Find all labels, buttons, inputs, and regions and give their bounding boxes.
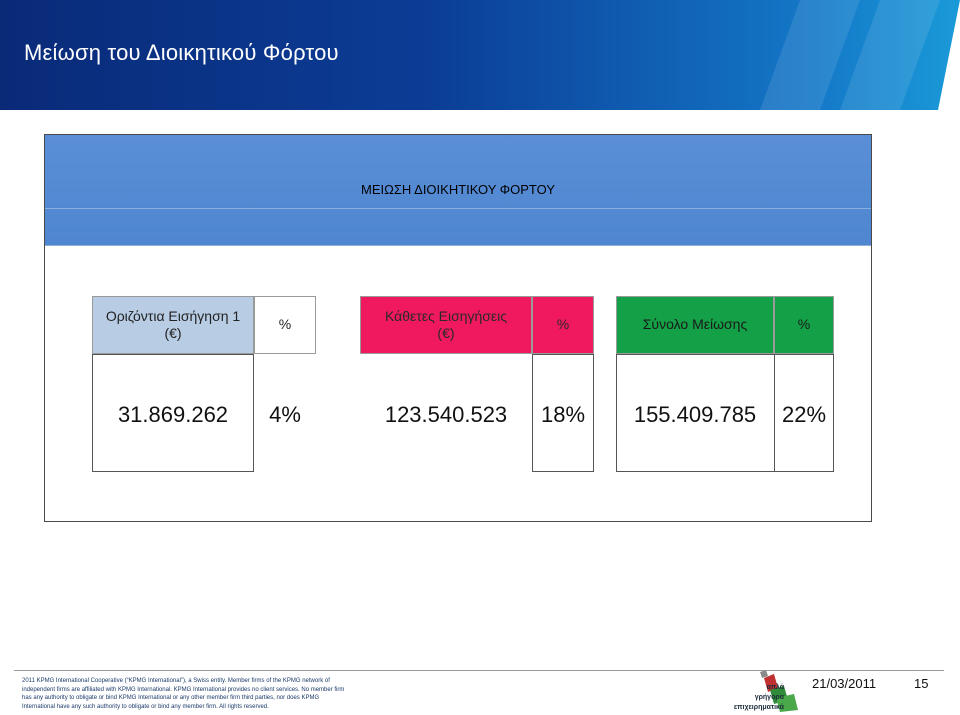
page-title: Μείωση του Διοικητικού Φόρτου xyxy=(24,40,339,65)
header-total-reduction: Σύνολο Μείωσης xyxy=(616,296,774,354)
footer-legal-text: 2011 KPMG International Cooperative (“KP… xyxy=(22,678,345,710)
value-percent-total: 22% xyxy=(781,402,827,427)
table-title: ΜΕΙΩΣΗ ΔΙΟΙΚΗΤΙΚΟΥ ΦΟΡΤΟΥ xyxy=(360,182,556,197)
logo-text-line3: επιχειρηματικά xyxy=(733,704,784,711)
value-box-horizontal xyxy=(92,354,254,472)
value-box-total xyxy=(616,354,834,472)
value-percent-vertical: 18% xyxy=(540,402,586,427)
header-percent-total: % xyxy=(774,296,834,354)
header-horizontal-proposal: Οριζόντια Εισήγηση 1 (€) xyxy=(92,296,254,354)
header-percent-vertical: % xyxy=(532,296,594,354)
value-total: 155.409.785 xyxy=(633,402,757,427)
logo-icon xyxy=(760,670,798,712)
value-percent-horizontal: 4% xyxy=(269,402,301,427)
banner-stripe xyxy=(839,0,941,110)
logo-text-line2: γρήγορα xyxy=(754,694,784,701)
footer-date: 21/03/2011 xyxy=(812,676,877,691)
value-vertical: 123.540.523 xyxy=(384,402,508,427)
value-box-percent-vertical xyxy=(532,354,594,472)
value-horizontal: 31.869.262 xyxy=(117,402,229,427)
footer-rule xyxy=(14,670,944,671)
table-header-band xyxy=(45,135,871,246)
header-rule xyxy=(45,208,871,209)
header-percent-horizontal: % xyxy=(254,296,316,354)
logo-text-line1: απλά xyxy=(766,684,784,691)
page-number: 15 xyxy=(914,676,929,691)
title-banner xyxy=(0,0,960,110)
header-vertical-proposals: Κάθετες Εισηγήσεις (€) xyxy=(360,296,532,354)
divider-line xyxy=(774,354,775,472)
